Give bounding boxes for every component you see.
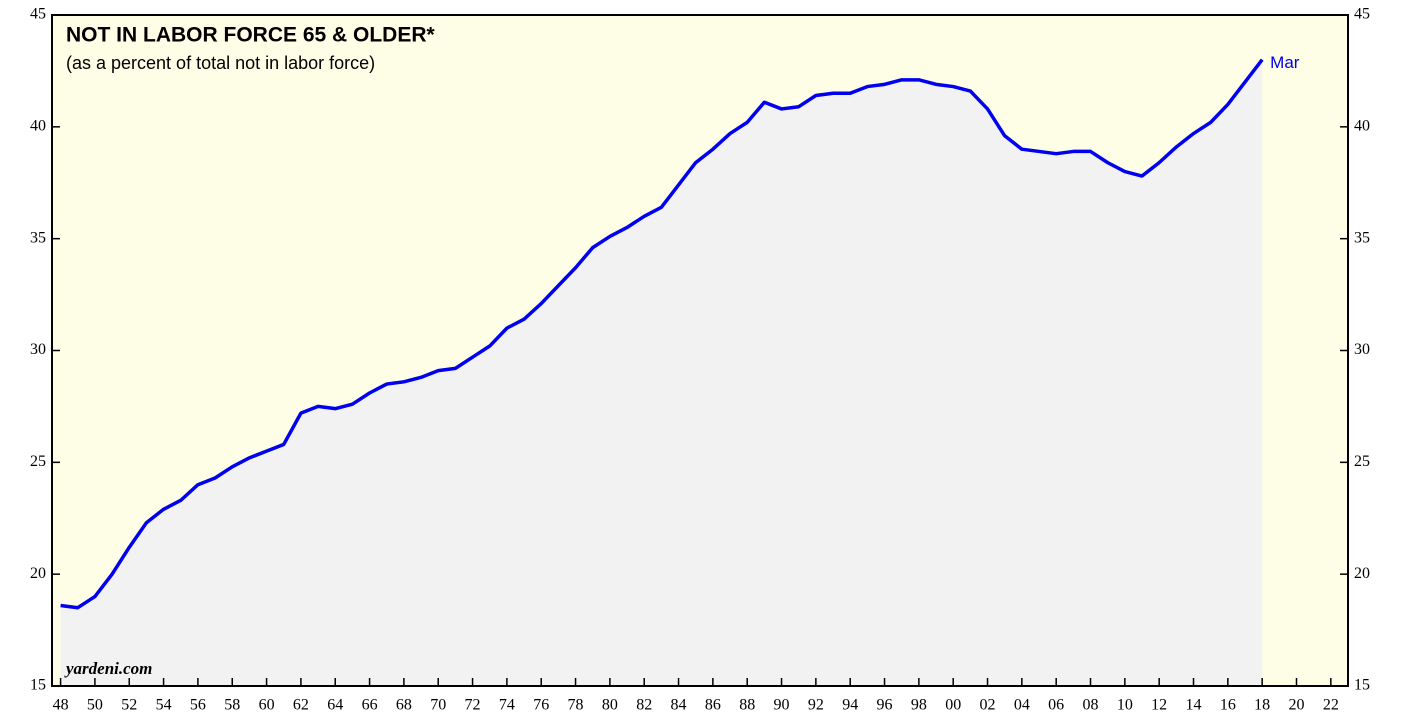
y2-tick-label: 25	[1354, 453, 1370, 470]
x-tick-label: 52	[121, 697, 137, 714]
x-tick-label: 90	[774, 697, 790, 714]
y-tick-label: 25	[30, 453, 46, 470]
x-tick-label: 14	[1186, 697, 1202, 714]
y2-tick-label: 20	[1354, 565, 1370, 582]
x-tick-label: 72	[465, 697, 481, 714]
y2-tick-label: 45	[1354, 6, 1370, 23]
x-tick-label: 48	[53, 697, 69, 714]
x-tick-label: 58	[224, 697, 240, 714]
x-tick-label: 78	[568, 697, 584, 714]
x-tick-label: 62	[293, 697, 309, 714]
x-tick-label: 60	[259, 697, 275, 714]
x-tick-label: 88	[739, 697, 755, 714]
x-tick-label: 02	[980, 697, 996, 714]
y-tick-label: 15	[30, 677, 46, 694]
y-tick-label: 30	[30, 341, 46, 358]
x-tick-label: 56	[190, 697, 206, 714]
x-tick-label: 76	[533, 697, 549, 714]
y-tick-label: 40	[30, 118, 46, 135]
x-tick-label: 08	[1083, 697, 1099, 714]
y2-tick-label: 40	[1354, 118, 1370, 135]
y2-tick-label: 15	[1354, 677, 1370, 694]
x-tick-label: 98	[911, 697, 927, 714]
x-tick-label: 54	[156, 697, 172, 714]
y-tick-label: 35	[30, 229, 46, 246]
y2-tick-label: 30	[1354, 341, 1370, 358]
y-tick-label: 20	[30, 565, 46, 582]
chart-subtitle: (as a percent of total not in labor forc…	[66, 53, 375, 73]
x-tick-label: 86	[705, 697, 721, 714]
x-tick-label: 18	[1254, 697, 1270, 714]
line	[60, 58, 1264, 610]
y-tick-label: 45	[30, 6, 46, 23]
x-tick-label: 16	[1220, 697, 1236, 714]
x-tick-label: 82	[636, 697, 652, 714]
x-tick-label: 20	[1289, 697, 1305, 714]
x-tick-label: 80	[602, 697, 618, 714]
x-tick-label: 92	[808, 697, 824, 714]
annotation: Mar	[1270, 53, 1300, 72]
x-tick-label: 96	[877, 697, 893, 714]
x-tick-label: 84	[671, 697, 687, 714]
x-tick-label: 00	[945, 697, 961, 714]
x-tick-label: 70	[430, 697, 446, 714]
x-tick-label: 10	[1117, 697, 1133, 714]
area	[60, 59, 1263, 686]
x-tick-label: 06	[1048, 697, 1064, 714]
x-tick-label: 68	[396, 697, 412, 714]
y2-tick-label: 35	[1354, 229, 1370, 246]
x-tick-label: 04	[1014, 697, 1030, 714]
chart-title: NOT IN LABOR FORCE 65 & OLDER*	[66, 24, 436, 47]
x-tick-label: 22	[1323, 697, 1339, 714]
x-tick-label: 66	[362, 697, 378, 714]
x-tick-label: 12	[1151, 697, 1167, 714]
x-tick-label: 74	[499, 697, 515, 714]
x-tick-label: 94	[842, 697, 858, 714]
x-tick-label: 50	[87, 697, 103, 714]
source: yardeni.com	[64, 659, 152, 678]
x-tick-label: 64	[327, 697, 343, 714]
